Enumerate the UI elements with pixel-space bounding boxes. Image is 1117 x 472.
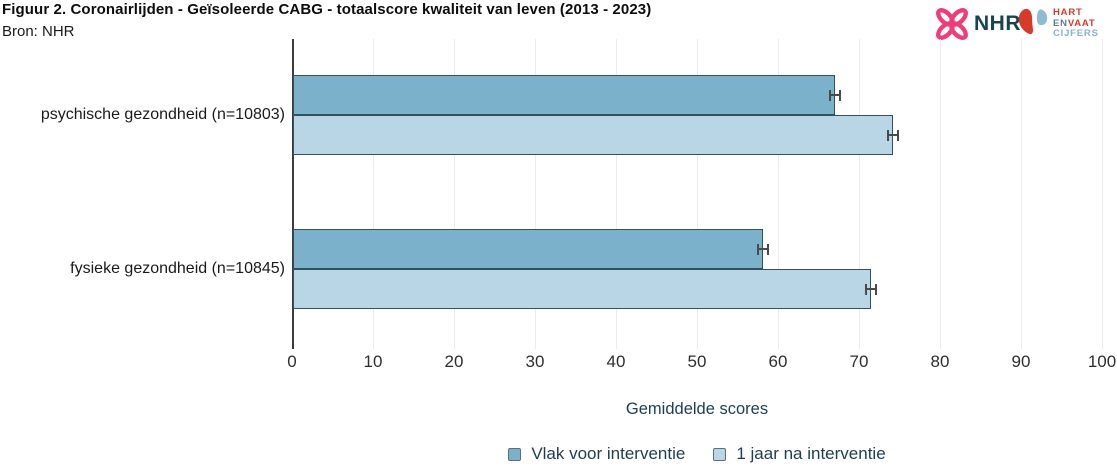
figure-title: Figuur 2. Coronairlijden - Geïsoleerde C… [2, 1, 652, 18]
gridline-x-20 [454, 39, 455, 349]
x-tick-label-50: 50 [687, 352, 707, 371]
x-tick-label-30: 30 [525, 352, 545, 371]
x-tick-label-20: 20 [444, 352, 464, 371]
x-tick-label-60: 60 [768, 352, 788, 371]
gridline-x-50 [697, 39, 698, 349]
gridline-x-60 [778, 39, 779, 349]
x-tick-label-90: 90 [1011, 352, 1031, 371]
legend-swatch-icon [713, 447, 727, 461]
legend-label: Vlak voor interventie [531, 444, 686, 463]
gridline-x-10 [373, 39, 374, 349]
bar-before-group2 [293, 229, 763, 269]
heart-drop-icon [1016, 4, 1050, 40]
chart-legend: Vlak voor interventie 1 jaar na intervent… [292, 444, 1102, 464]
bar-before-group1 [293, 75, 835, 115]
legend-item-after: 1 jaar na interventie [713, 444, 886, 464]
gridline-x-40 [616, 39, 617, 349]
x-tick-label-100: 100 [1087, 352, 1117, 371]
y-axis-line [292, 39, 294, 349]
gridline-x-70 [859, 39, 860, 349]
legend-label: 1 jaar na interventie [736, 444, 886, 463]
x-tick-label-80: 80 [930, 352, 950, 371]
legend-swatch-icon [508, 447, 522, 461]
nhr-knot-icon [933, 7, 971, 41]
gridline-x-80 [940, 39, 941, 349]
hev-word-hart: HART [1053, 7, 1083, 18]
bar-after-group2 [293, 269, 872, 309]
gridline-x-30 [535, 39, 536, 349]
x-axis-title: Gemiddelde scores [625, 400, 769, 418]
nhr-logo: NHR [933, 7, 1021, 41]
figure-source: Bron: NHR [2, 23, 75, 40]
hev-word-cijfers: CIJFERS [1053, 28, 1099, 39]
hev-word-en: EN [1053, 17, 1068, 29]
category-label-group2: fysieke gezondheid (n=10845) [70, 260, 285, 277]
legend-item-before: Vlak voor interventie [508, 444, 685, 464]
category-label-group1: psychische gezondheid (n=10803) [40, 106, 285, 123]
x-tick-label-70: 70 [849, 352, 869, 371]
x-tick-label-40: 40 [606, 352, 626, 371]
hev-word-vaat: VAAT [1067, 17, 1096, 29]
hartenvaatcijfers-logo: HART ENVAAT CIJFERS [1016, 4, 1099, 40]
bar-after-group1 [293, 115, 894, 155]
x-tick-label-10: 10 [363, 352, 383, 371]
gridline-x-100 [1102, 39, 1103, 349]
gridline-x-90 [1021, 39, 1022, 349]
hev-logo-text: HART ENVAAT CIJFERS [1053, 7, 1099, 40]
nhr-wordmark: NHR [974, 12, 1021, 35]
x-tick-label-0: 0 [287, 352, 297, 371]
